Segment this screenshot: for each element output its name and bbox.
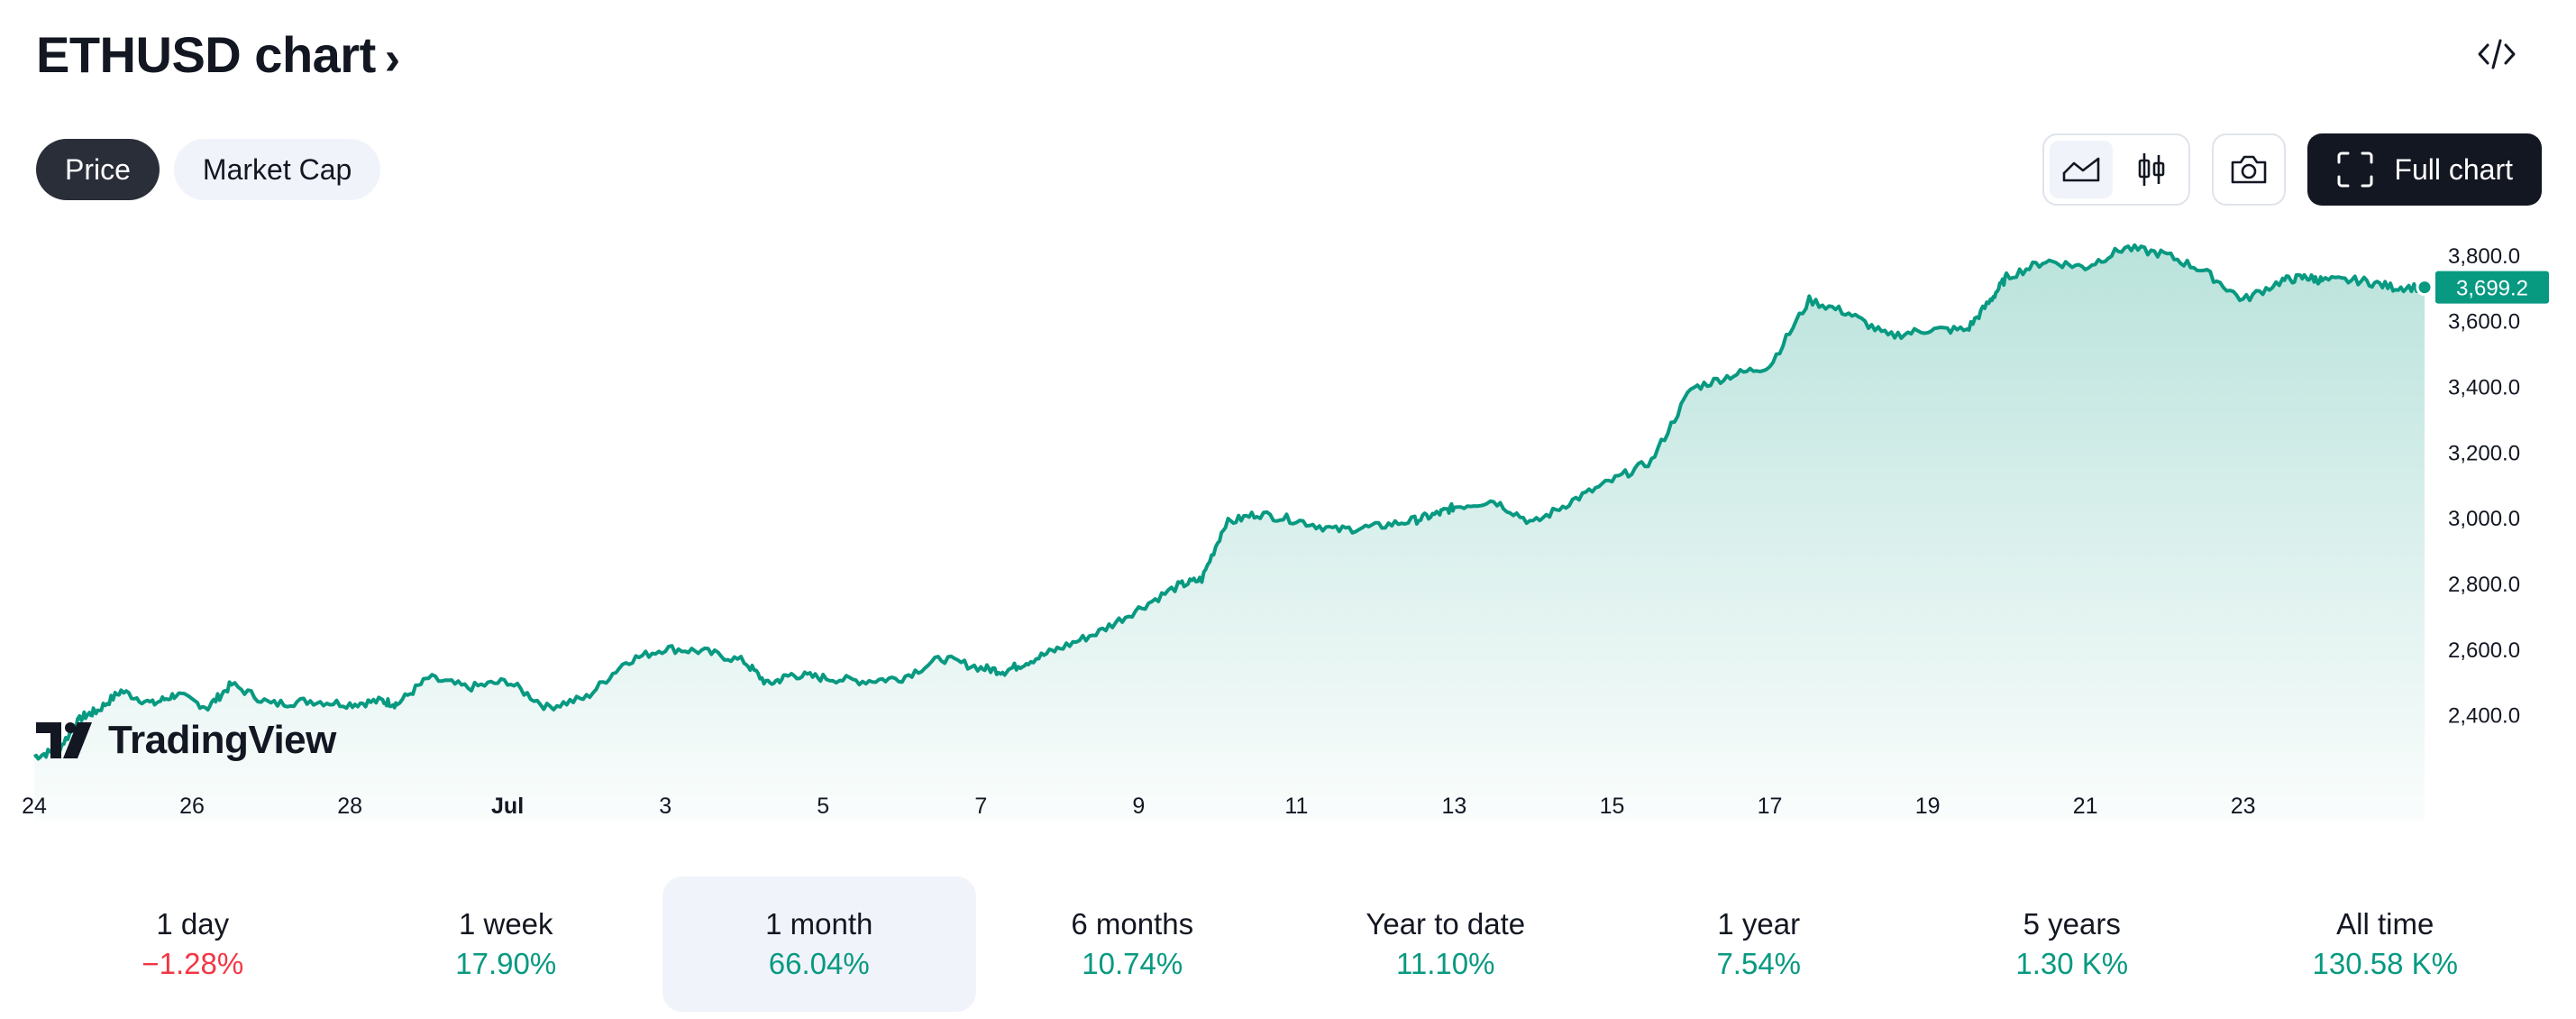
range-1-month[interactable]: 1 month 66.04% [662,877,976,1012]
x-tick-label: 7 [974,794,987,819]
x-tick-label: 17 [1758,794,1783,819]
y-tick-label: 2,400.0 [2448,704,2520,729]
last-price-dot [2416,279,2434,297]
tab-price[interactable]: Price [36,139,160,200]
x-tick-label: 26 [179,794,205,819]
x-tick-label: 15 [1600,794,1625,819]
chart-title-text: ETHUSD chart [36,26,376,83]
time-range-selector: 1 day −1.28% 1 week 17.90% 1 month 66.04… [36,877,2542,1012]
range-all-time[interactable]: All time 130.58 K% [2229,877,2543,1012]
y-tick-label: 3,400.0 [2448,376,2520,400]
chart-style-toggle [2042,133,2191,206]
y-tick-label: 3,000.0 [2448,507,2520,531]
range-1-year[interactable]: 1 year 7.54% [1603,877,1916,1012]
x-tick-label: 9 [1132,794,1145,819]
range-1-week[interactable]: 1 week 17.90% [350,877,663,1012]
tab-market-cap[interactable]: Market Cap [173,139,381,200]
fullscreen-icon [2337,151,2373,188]
x-tick-label: 11 [1284,794,1308,819]
tradingview-logo-text: TradingView [108,718,336,762]
x-tick-label: 23 [2231,794,2256,819]
range-5-years[interactable]: 5 years 1.30 K% [1915,877,2229,1012]
x-tick-label: Jul [491,794,524,819]
chart-title[interactable]: ETHUSD chart › [36,25,400,85]
range-label: 1 month [765,907,873,941]
x-tick-label: 3 [659,794,671,819]
range-change: 130.58 K% [2312,947,2458,980]
range-change: 7.54% [1716,947,1802,980]
chart-toolbar: Full chart [2042,133,2542,206]
x-tick-label: 21 [2073,794,2098,819]
price-chart[interactable]: 3,800.0 3,600.0 3,400.0 3,200.0 3,000.0 2,800… [0,234,2576,848]
full-chart-label: Full chart [2394,152,2513,186]
y-tick-label: 3,600.0 [2448,310,2520,335]
y-tick-label: 2,600.0 [2448,638,2520,663]
x-tick-label: 5 [817,794,829,819]
range-year-to-date[interactable]: Year to date 11.10% [1289,877,1603,1012]
camera-icon[interactable] [2212,133,2287,206]
x-tick-label: 19 [1915,794,1941,819]
y-tick-label: 3,800.0 [2448,244,2520,269]
metric-tabs: Price Market Cap [36,139,381,200]
range-6-months[interactable]: 6 months 10.74% [976,877,1290,1012]
range-label: 1 year [1717,907,1801,941]
full-chart-button[interactable]: Full chart [2307,133,2542,206]
range-change: 11.10% [1396,947,1495,980]
range-change: 1.30 K% [2015,947,2129,980]
price-series-line[interactable] [32,243,2426,761]
last-price-badge [2435,271,2549,304]
range-label: All time [2336,907,2434,941]
tradingview-logo[interactable]: TradingView [36,718,336,763]
range-change: −1.28% [142,947,244,980]
x-tick-label: 28 [337,794,362,819]
range-label: 5 years [2023,907,2121,941]
code-embed-icon[interactable] [2468,32,2526,76]
range-label: Year to date [1366,907,1526,941]
range-change: 10.74% [1082,947,1183,980]
tradingview-logo-mark [36,722,92,758]
last-price-label: 3,699.2 [2456,277,2528,301]
y-tick-label: 3,200.0 [2448,441,2520,465]
x-tick-label: 13 [1441,794,1466,819]
y-tick-label: 2,800.0 [2448,573,2520,597]
range-change: 17.90% [455,947,557,980]
candlestick-icon[interactable] [2120,141,2183,198]
range-label: 1 day [156,907,230,941]
range-1-day[interactable]: 1 day −1.28% [36,877,350,1012]
x-tick-label: 24 [22,794,47,819]
range-label: 6 months [1071,907,1194,941]
chevron-right-icon: › [384,32,400,85]
price-area-fill [34,244,2425,821]
area-chart-icon[interactable] [2050,141,2114,198]
range-change: 66.04% [768,947,870,980]
range-label: 1 week [458,907,553,941]
